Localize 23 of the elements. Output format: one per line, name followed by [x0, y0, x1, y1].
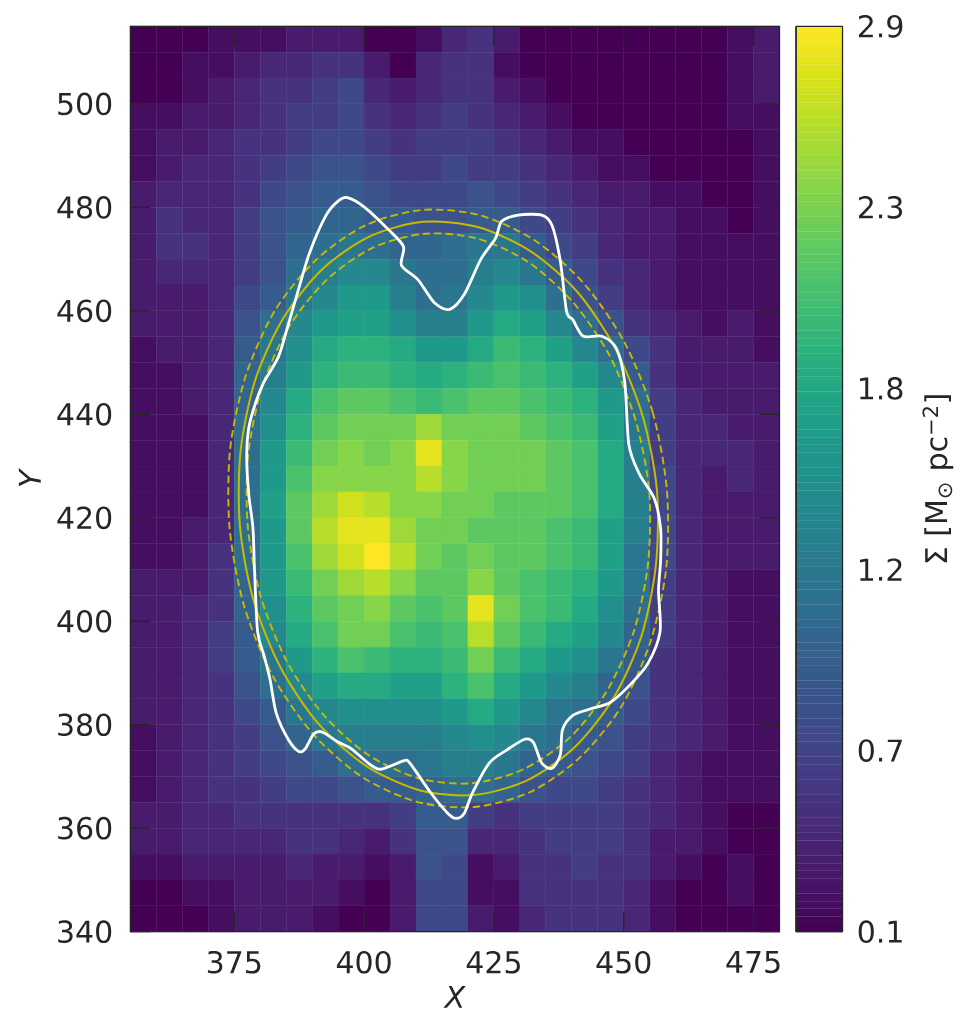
y-tick-label: 460 — [57, 299, 112, 323]
color-bar-label: 1.8 — [860, 377, 903, 400]
color-bar-label: 0.7 — [858, 739, 902, 762]
color-bar-label: 1.2 — [860, 558, 902, 581]
y-tick-label: 380 — [58, 713, 112, 737]
y-tick-label: 360 — [58, 816, 112, 840]
color-bar-title: Σ [M$_{⊙}$ pc$^{−2}$] — [922, 395, 954, 563]
color-bar-label: 2.9 — [858, 14, 903, 38]
x-tick-label: 475 — [726, 950, 780, 974]
x-tick-label: 425 — [466, 950, 520, 974]
color-bar-label: 0.1 — [858, 920, 902, 943]
y-tick-label: 480 — [57, 196, 112, 219]
x-axis-title: X — [443, 985, 466, 1008]
x-tick-label: 450 — [596, 950, 651, 974]
y-tick-label: 420 — [57, 506, 112, 530]
y-tick-label: 400 — [57, 609, 112, 633]
color-bar-label: 2.3 — [858, 196, 903, 219]
y-axis-title: Y — [18, 467, 41, 487]
x-tick-label: 375 — [207, 950, 261, 974]
y-tick-label: 440 — [57, 402, 112, 426]
x-tick-label: 400 — [336, 950, 391, 974]
y-tick-label: 340 — [58, 920, 112, 944]
y-tick-label: 500 — [58, 92, 112, 116]
